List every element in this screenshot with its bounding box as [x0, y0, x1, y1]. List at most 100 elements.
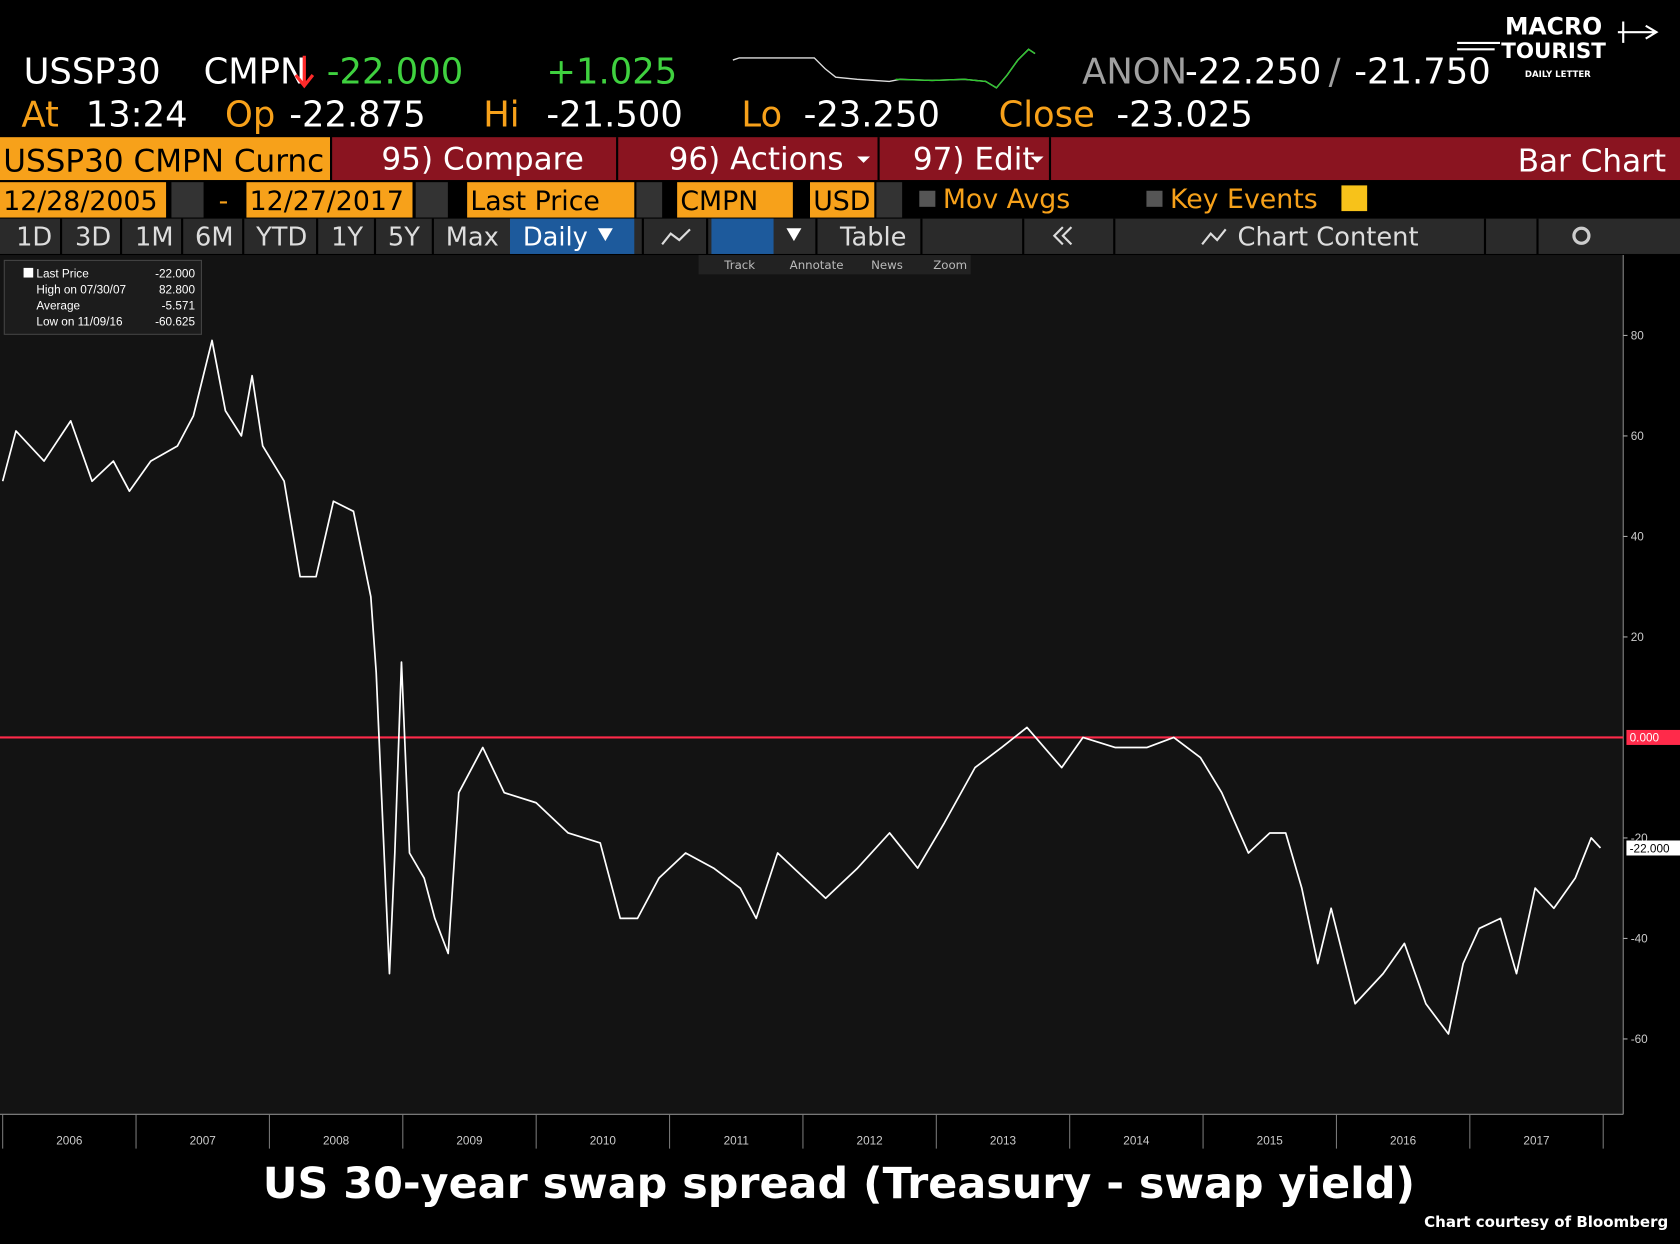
net-change: +1.025	[546, 52, 677, 93]
end-date-box[interactable]	[246, 182, 413, 218]
high-label: Hi	[483, 94, 519, 135]
field-dropdown[interactable]	[636, 182, 663, 218]
last-price: -22.000	[327, 52, 463, 93]
y-tick-label: -40	[1631, 933, 1648, 946]
open-label: Op	[225, 94, 275, 135]
currency-dropdown[interactable]	[876, 182, 903, 218]
tool-button-bg[interactable]	[711, 218, 774, 254]
logo-line2: TOURIST	[1501, 39, 1606, 64]
checkbox[interactable]	[1146, 190, 1163, 207]
chart-tool[interactable]: Zoom	[933, 258, 967, 272]
legend-label: High on 07/30/07	[36, 284, 126, 297]
reference-label: 0.000	[1630, 732, 1660, 745]
x-tick-label: 2014	[1123, 1134, 1150, 1147]
close-label: Close	[999, 94, 1095, 135]
open: -22.875	[289, 94, 425, 135]
currency[interactable]: USD	[813, 186, 870, 217]
y-tick-label: 40	[1631, 531, 1645, 544]
legend-value: 82.800	[159, 284, 195, 297]
y-tick-label: -60	[1631, 1033, 1648, 1046]
y-tick-label: 60	[1631, 430, 1645, 443]
settings-icon[interactable]	[1572, 226, 1591, 245]
security-box	[0, 137, 330, 181]
low-label: Lo	[741, 94, 782, 135]
legend-swatch	[23, 267, 34, 278]
x-tick-label: 2016	[1390, 1134, 1417, 1147]
legend-label: Last Price	[36, 268, 89, 281]
source-box[interactable]	[677, 182, 793, 218]
x-tick-label: 2007	[190, 1134, 216, 1147]
compare-button[interactable]: 95) Compare	[381, 141, 583, 177]
legend-label: Low on 11/09/16	[36, 316, 123, 329]
y-tick-label: 80	[1631, 330, 1645, 343]
end-date[interactable]: 12/27/2017	[250, 186, 404, 217]
field[interactable]: Last Price	[470, 186, 600, 217]
caption-title: US 30-year swap spread (Treasury - swap …	[263, 1159, 1415, 1209]
source-field[interactable]: CMPN	[680, 186, 758, 217]
x-tick-label: 2017	[1523, 1134, 1549, 1147]
legend-value: -5.571	[162, 300, 195, 313]
mov-avgs[interactable]: Mov Avgs	[943, 184, 1070, 215]
x-tick-label: 2009	[456, 1134, 482, 1147]
calendar-button[interactable]	[415, 182, 448, 218]
chart-tools-bar	[698, 255, 971, 275]
x-tick-label: 2011	[724, 1134, 749, 1147]
toolbar-dividers	[616, 137, 1052, 181]
period-button[interactable]: 6M	[195, 222, 234, 252]
legend-value: -60.625	[155, 316, 195, 329]
info-icon[interactable]	[1341, 185, 1368, 212]
security-name: USSP30 CMPN Curnc	[3, 143, 324, 179]
period-button[interactable]: 1D	[16, 222, 52, 252]
close: -23.025	[1116, 94, 1252, 135]
date-dash: -	[219, 186, 229, 217]
calendar-button[interactable]	[171, 182, 204, 218]
chart-tool[interactable]: Track	[723, 258, 755, 272]
period-button[interactable]: 5Y	[388, 222, 420, 252]
actions-button[interactable]: 96) Actions	[669, 141, 844, 177]
at-time: 13:24	[86, 94, 188, 135]
frequency-button[interactable]: Daily	[523, 222, 588, 252]
sparkline-green	[895, 48, 1036, 89]
legend-box	[3, 259, 202, 335]
period-button[interactable]: Max	[446, 222, 499, 252]
logo-arrows	[1457, 21, 1659, 51]
chart-type: Bar Chart	[1518, 143, 1666, 179]
period-button[interactable]: 1M	[135, 222, 174, 252]
edit-button[interactable]: 97) Edit	[913, 141, 1035, 177]
table-button[interactable]: Table	[839, 222, 906, 252]
source: CMPN	[204, 52, 307, 93]
logo-line1: MACRO	[1505, 12, 1602, 40]
chart-content-button[interactable]: Chart Content	[1238, 222, 1419, 252]
y-tick-label: 20	[1631, 631, 1645, 644]
start-date[interactable]: 12/28/2005	[3, 186, 157, 217]
bid: -22.250	[1185, 52, 1321, 93]
caption-credit: Chart courtesy of Bloomberg	[1424, 1213, 1668, 1231]
x-tick-label: 2013	[990, 1134, 1017, 1147]
period-button[interactable]: 1Y	[331, 222, 363, 252]
toolbar-bar	[332, 137, 1680, 181]
currency-box[interactable]	[810, 182, 875, 218]
x-tick-label: 2010	[590, 1134, 617, 1147]
button-dividers	[60, 218, 1539, 254]
chart-tool[interactable]: Annotate	[790, 258, 844, 272]
daily-button-bg[interactable]	[510, 218, 635, 254]
logo-line3: DAILY LETTER	[1525, 70, 1591, 80]
ticker: USSP30	[24, 52, 161, 93]
at-label: At	[21, 94, 59, 135]
x-tick-label: 2006	[56, 1134, 83, 1147]
last-label: -22.000	[1630, 842, 1670, 855]
down-arrow	[294, 55, 315, 89]
reference-label-bg	[1626, 729, 1680, 745]
x-tick-label: 2012	[857, 1134, 883, 1147]
checkbox[interactable]	[919, 190, 936, 207]
chart-tool[interactable]: News	[871, 258, 903, 272]
slash: /	[1329, 52, 1341, 93]
period-button[interactable]: 3D	[75, 222, 111, 252]
key-events[interactable]: Key Events	[1170, 184, 1318, 215]
last-label-bg	[1626, 840, 1680, 856]
period-button[interactable]: YTD	[255, 222, 307, 252]
start-date-box[interactable]	[0, 182, 167, 218]
field-box[interactable]	[467, 182, 635, 218]
legend-label: Average	[36, 300, 80, 313]
